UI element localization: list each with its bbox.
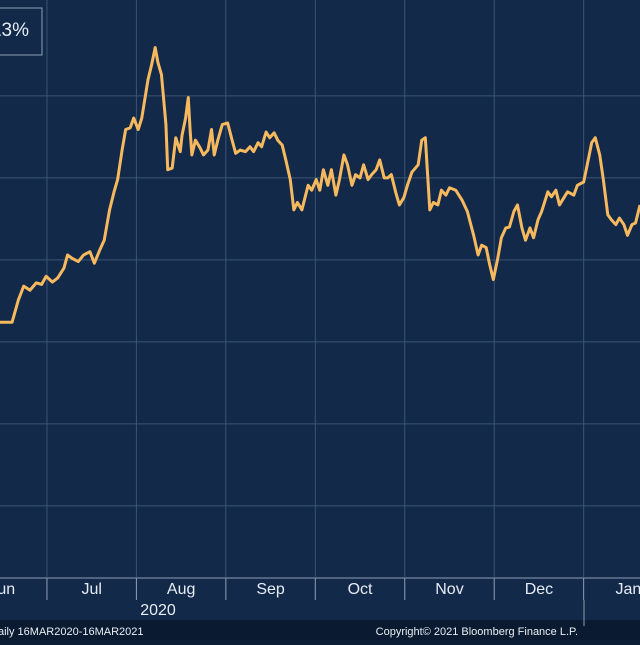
x-tick-label: Jul (81, 581, 101, 598)
x-tick-label: Nov (435, 581, 463, 598)
value-box (0, 7, 43, 56)
x-tick-label: Jan (615, 581, 640, 598)
footer-right: Copyright© 2021 Bloomberg Finance L.P. (376, 626, 578, 638)
series-line (0, 46, 640, 324)
x-tick-label: Dec (525, 581, 553, 598)
footer-band (0, 620, 640, 640)
value-box-label: 13% (0, 20, 29, 41)
year-label: 2020 (140, 602, 176, 619)
x-tick-label: Aug (167, 581, 195, 598)
footer-left: aily 16MAR2020-16MAR2021 (0, 626, 144, 638)
x-tick-label: Oct (348, 581, 373, 598)
x-tick-label: Jun (0, 581, 15, 598)
x-tick-label: Sep (256, 581, 285, 598)
